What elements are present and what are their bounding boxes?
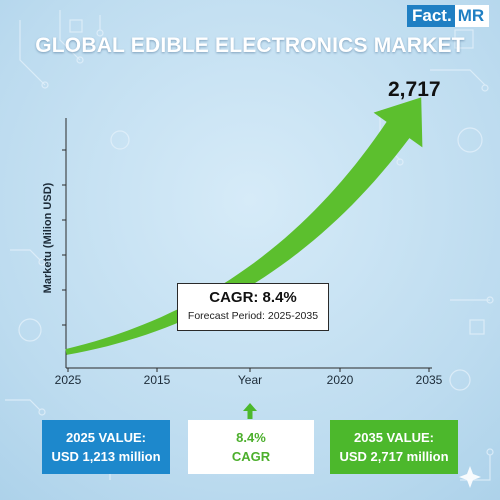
- cagr-annotation-box: CAGR: 8.4% Forecast Period: 2025-2035: [177, 283, 329, 331]
- x-tick-label: 2025: [54, 373, 82, 387]
- stat-card-2025: 2025 VALUE: USD 1,213 million: [42, 420, 170, 474]
- x-axis-label: Year: [237, 373, 263, 387]
- logo-part-2: MR: [454, 5, 490, 27]
- logo-part-1: Fact.: [407, 5, 455, 27]
- x-tick-label: 2020: [326, 373, 354, 387]
- cagr-annotation-subtitle: Forecast Period: 2025-2035: [187, 310, 319, 322]
- x-tick-label: 2035: [415, 373, 443, 387]
- growth-arrow: [65, 97, 423, 355]
- page-title: GLOBAL EDIBLE ELECTRONICS MARKET: [35, 34, 465, 57]
- stat-2025-value: USD 1,213 million: [51, 449, 161, 464]
- cagr-annotation-title: CAGR: 8.4%: [209, 289, 297, 306]
- stat-2035-label: 2035 VALUE:: [354, 430, 434, 445]
- stat-2035-value: USD 2,717 million: [339, 449, 449, 464]
- factmr-logo: Fact. MR: [407, 5, 490, 27]
- y-axis-ticks: [62, 149, 66, 326]
- stat-cagr-label: CAGR: [231, 449, 271, 464]
- x-tick-label: 2015: [143, 373, 171, 387]
- x-axis-ticks: [67, 368, 430, 372]
- stat-cagr-value: 8.4%: [236, 430, 266, 445]
- stat-card-2035: 2035 VALUE: USD 2,717 million: [330, 420, 458, 474]
- end-value-label: 2,717: [388, 78, 441, 101]
- stat-2025-label: 2025 VALUE:: [66, 430, 146, 445]
- up-arrow-icon: [243, 403, 257, 419]
- stat-card-cagr: 8.4% CAGR: [188, 420, 314, 474]
